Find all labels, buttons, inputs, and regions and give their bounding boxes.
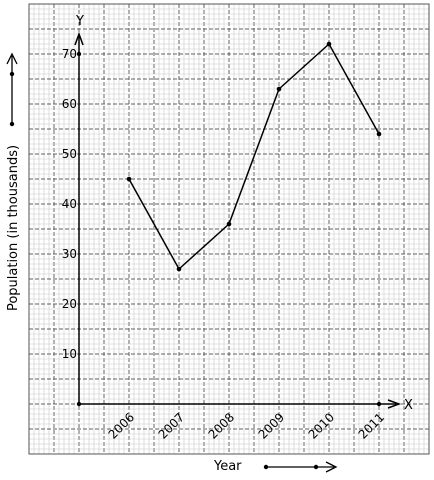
x-axis-letter: X bbox=[404, 398, 413, 413]
y-direction-arrow bbox=[6, 52, 18, 127]
y-axis-arrowhead bbox=[74, 31, 84, 46]
y-tick-label-70: 70 bbox=[62, 47, 77, 61]
x-tick-label-2006: 2006 bbox=[106, 410, 137, 441]
y-axis-letter: Y bbox=[75, 14, 84, 29]
x-tick-label-2009: 2009 bbox=[256, 410, 287, 441]
x-tick-label-2010: 2010 bbox=[306, 410, 337, 441]
y-tick-labels: 10 20 30 40 50 60 70 bbox=[62, 47, 77, 361]
population-line bbox=[128, 42, 380, 271]
y-axis-top-point bbox=[76, 51, 82, 57]
x-axis-label: Year bbox=[213, 459, 242, 474]
axes bbox=[74, 31, 402, 409]
x-axis-arrowhead bbox=[387, 399, 402, 409]
y-axis-label: Population (in thousands) bbox=[6, 145, 21, 311]
data-point-2011 bbox=[376, 131, 382, 137]
data-point-2010 bbox=[326, 41, 332, 47]
x-tick-label-2011: 2011 bbox=[356, 410, 387, 441]
y-tick-label-20: 20 bbox=[62, 297, 77, 311]
y-tick-label-60: 60 bbox=[62, 97, 77, 111]
x-direction-arrow bbox=[263, 461, 338, 473]
data-point-2006 bbox=[126, 176, 132, 182]
data-point-2007 bbox=[176, 266, 182, 272]
y-tick-label-10: 10 bbox=[62, 347, 77, 361]
origin-point bbox=[76, 401, 82, 407]
graph-paper-grid bbox=[28, 3, 430, 455]
data-point-2009 bbox=[276, 86, 282, 92]
y-tick-label-30: 30 bbox=[62, 247, 77, 261]
x-tick-labels: 2006 2007 2008 2009 2010 2011 bbox=[106, 410, 387, 441]
series bbox=[126, 41, 382, 272]
x-tick-label-2007: 2007 bbox=[156, 410, 187, 441]
y-tick-label-40: 40 bbox=[62, 197, 77, 211]
x-axis-end-point bbox=[376, 401, 382, 407]
x-tick-label-2008: 2008 bbox=[206, 410, 237, 441]
y-tick-label-50: 50 bbox=[62, 147, 77, 161]
data-point-2008 bbox=[226, 221, 232, 227]
